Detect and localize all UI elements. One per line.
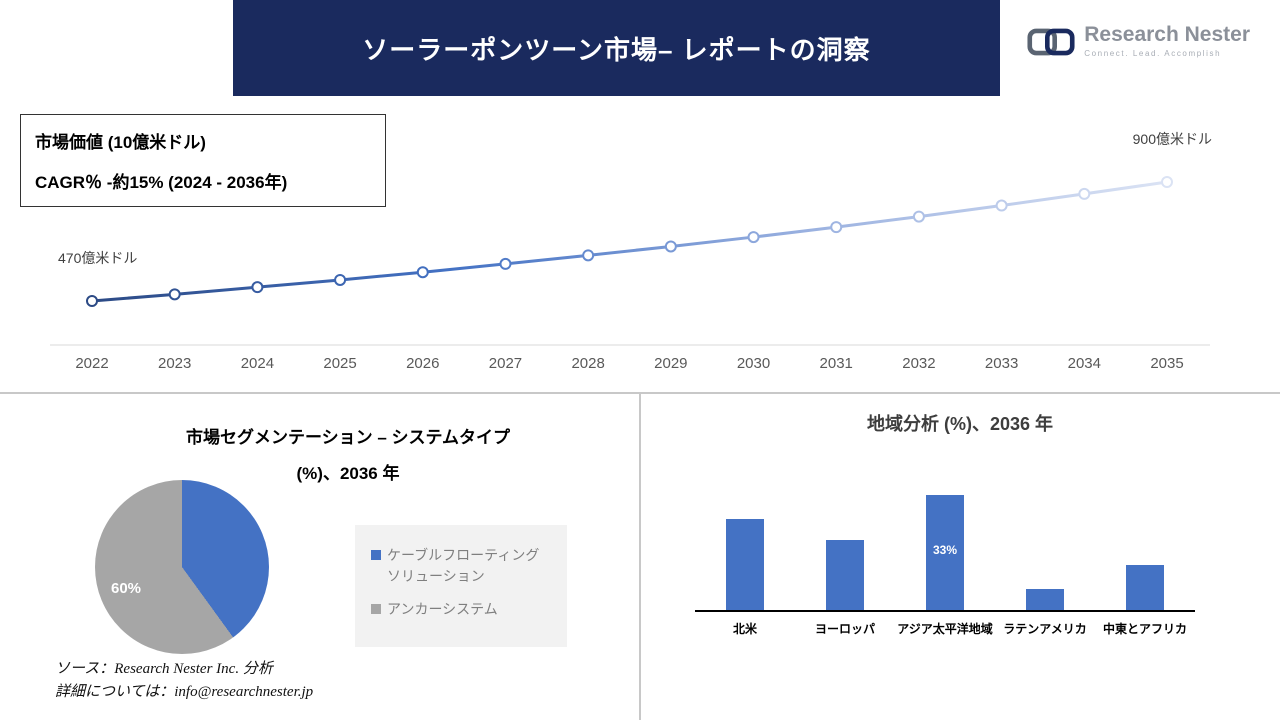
legend-label: アンカーシステム [387,601,498,617]
data-point-marker [416,266,429,279]
bar-axis-line [695,610,1195,612]
x-axis-tick: 2027 [489,355,522,372]
bar-chart: 33% [695,492,1195,610]
line-chart: 2022 2023 2024 2025 2026 2027 2028 2029 2030 2031… [50,131,1212,372]
bar-category-labels: 北米 ヨーロッパ アジア太平洋地域 ラテンアメリカ 中東とアフリカ [695,620,1195,637]
data-point-marker [499,257,512,270]
bar-category-label: アジア太平洋地域 [897,622,993,636]
legend-label: ケーブルフローティングソリューション [387,547,540,584]
x-axis-tick: 2029 [654,355,687,372]
data-point-marker [664,240,677,253]
end-value-label: 900億米ドル [1133,131,1212,147]
x-axis-tick: 2028 [571,355,604,372]
x-axis-tick: 2033 [985,355,1018,372]
brand-name: Research Nester [1084,23,1250,46]
bar-category-label: ラテンアメリカ [1003,622,1087,636]
x-axis-tick: 2030 [737,355,770,372]
bar-category-label: ヨーロッパ [814,622,875,636]
legend-swatch-icon [371,550,381,560]
market-value-box: 市場価値 (10億米ドル) CAGR％ -約15% (2024 - 2036年) [20,114,386,207]
x-axis-tick: 2035 [1150,355,1183,372]
data-point-marker [582,249,595,262]
bar [726,519,764,610]
bar [826,540,864,610]
details-line: 詳細については：info@researchnester.jp [55,684,314,700]
market-value-label: 市場価値 (10億米ドル) [35,133,206,152]
bar [1126,565,1164,610]
legend-swatch-icon [371,604,381,614]
segmentation-title-line1: 市場セグメンテーション – システムタイプ [185,428,511,447]
page-title: ソーラーポンツーン市場– レポートの洞察 [362,34,871,65]
data-point-marker [168,288,181,301]
x-axis-tick: 2025 [323,355,356,372]
cagr-label: CAGR％ -約15% (2024 - 2036年) [35,173,288,192]
bar-category-label: 中東とアフリカ [1102,622,1187,636]
bar-slot [1095,565,1195,610]
segmentation-title-line2: (%)、2036 年 [296,464,400,483]
header-banner: ソーラーポンツーン市場– レポートの洞察 [233,0,1000,96]
bar-category-label: 北米 [732,622,757,636]
chain-link-icon [1027,28,1075,56]
vertical-divider [639,392,641,720]
data-point-marker [1078,187,1091,200]
data-point-marker [334,273,347,286]
bar [1026,589,1064,610]
x-axis-tick: 2024 [241,355,274,372]
segmentation-title: 市場セグメンテーション – システムタイプ (%)、2036 年 [88,420,608,492]
x-axis-tick: 2023 [158,355,191,372]
pie-chart: 60% [95,480,269,654]
data-point-marker [86,295,98,307]
legend-item: ケーブルフローティングソリューション [371,545,551,587]
bar: 33% [926,495,964,610]
data-point-marker [830,221,843,234]
x-axis-tick: 2032 [902,355,935,372]
pie-slice-label: 60% [111,580,142,597]
source-line: ソース：Research Nester Inc. 分析 [55,661,273,677]
data-point-marker [1161,176,1173,188]
legend-item: アンカーシステム [371,599,551,620]
bar-slot [695,519,795,610]
bar-slot: 33% [895,495,995,610]
start-value-label: 470億米ドル [58,250,137,266]
x-axis-tick: 2022 [75,355,108,372]
x-axis-tick: 2031 [820,355,853,372]
bar-slot [995,589,1095,610]
segmentation-section: 市場セグメンテーション – システムタイプ (%)、2036 年 60% ケーブ… [0,392,639,720]
data-point-marker [912,210,925,223]
data-point-marker [995,199,1008,212]
regional-title: 地域分析 (%)、2036 年 [866,414,1054,434]
bar-slot [795,540,895,610]
x-axis-ticks: 2022 2023 2024 2025 2026 2027 2028 2029 2030 2031… [75,355,1183,372]
x-axis-tick: 2034 [1068,355,1101,372]
trend-line [91,180,1168,303]
data-point-marker [251,281,264,294]
source-note: ソース：Research Nester Inc. 分析 詳細については：info… [55,658,313,704]
brand-logo: Research Nester Connect. Lead. Accomplis… [1027,24,1250,60]
pie-legend: ケーブルフローティングソリューションアンカーシステム [355,525,567,647]
x-axis-tick: 2026 [406,355,439,372]
brand-text: Research Nester Connect. Lead. Accomplis… [1084,23,1250,59]
bar-value-label: 33% [932,543,958,557]
data-point-markers [86,176,1173,307]
brand-tagline: Connect. Lead. Accomplish [1084,49,1222,58]
regional-section: 地域分析 (%)、2036 年 33% 北米 ヨーロッパ アジア太平洋地域 ラテンアメ… [640,392,1280,720]
data-point-marker [747,231,760,244]
